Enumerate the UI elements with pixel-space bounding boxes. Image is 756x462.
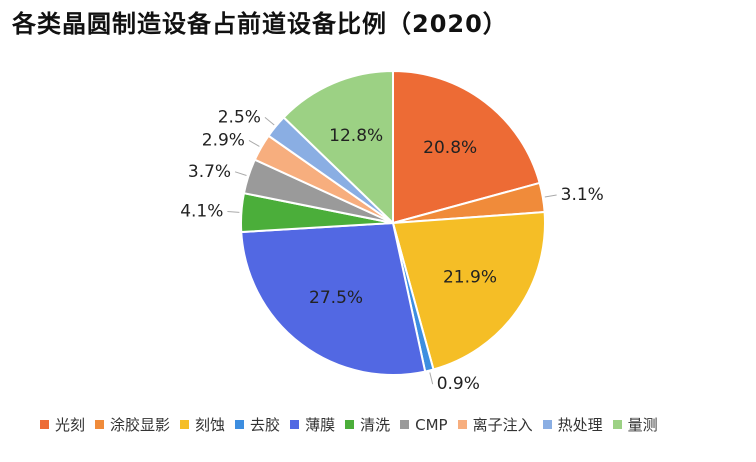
pie-slice-4 (240, 221, 427, 376)
legend-item-3: 去胶 (235, 414, 280, 435)
chart-title: 各类晶圆制造设备占前道设备比例（2020） (12, 10, 508, 38)
legend-swatch-8 (542, 420, 552, 429)
pie-chart: 20.8% 3.1% 21.9% 0.9% 27.5% 4.1% 3.7% 2.9% 2.5% 1… (180, 69, 604, 394)
legend-label-0: 光刻 (55, 416, 86, 434)
legend-swatch-6 (400, 420, 410, 429)
legend: 光刻 涂胶显影 刻蚀 去胶 薄膜 清洗 CMP 离子注入 热处理 量测 (40, 414, 740, 435)
legend-swatch-7 (457, 420, 467, 429)
legend-label-8: 热处理 (557, 416, 603, 434)
legend-swatch-9 (612, 420, 622, 429)
slice-label-2: 21.9% (443, 267, 497, 287)
leader-line-3 (429, 372, 434, 385)
legend-swatch-5 (345, 420, 355, 429)
slice-label-6: 3.7% (188, 162, 231, 182)
legend-label-2: 刻蚀 (195, 416, 226, 434)
legend-label-9: 量测 (627, 416, 658, 434)
legend-swatch-1 (95, 420, 105, 429)
legend-label-3: 去胶 (250, 416, 281, 434)
slice-label-1: 3.1% (561, 185, 604, 205)
pie-slice-9 (282, 69, 394, 226)
leader-line-5 (227, 211, 240, 213)
legend-item-8: 热处理 (542, 414, 603, 435)
slice-label-9: 12.8% (329, 126, 383, 146)
legend-item-1: 涂胶显影 (95, 414, 170, 435)
slice-label-0: 20.8% (423, 138, 477, 158)
legend-item-6: CMP (400, 415, 448, 434)
legend-label-6: CMP (415, 415, 448, 434)
legend-item-7: 离子注入 (457, 414, 533, 435)
leader-line-6 (234, 171, 247, 176)
slice-label-7: 2.9% (202, 130, 245, 150)
pie-slice-0 (392, 69, 541, 225)
legend-item-2: 刻蚀 (180, 414, 225, 435)
legend-label-5: 清洗 (360, 416, 391, 434)
legend-swatch-0 (40, 420, 49, 429)
legend-item-4: 薄膜 (290, 414, 335, 435)
legend-label-1: 涂胶显影 (110, 416, 171, 434)
legend-item-9: 量测 (612, 414, 658, 435)
slice-label-4: 27.5% (309, 288, 363, 308)
leader-line-7 (248, 140, 260, 147)
legend-swatch-2 (180, 420, 190, 429)
slice-label-8: 2.5% (218, 107, 261, 127)
leader-line-1 (544, 194, 557, 198)
legend-label-4: 薄膜 (305, 416, 336, 434)
legend-item-0: 光刻 (40, 414, 85, 435)
legend-swatch-3 (235, 420, 245, 429)
slice-label-3: 0.9% (437, 374, 480, 394)
leader-line-8 (264, 116, 275, 126)
pie-slice-2 (391, 210, 546, 371)
slice-label-5: 4.1% (180, 202, 223, 222)
legend-item-5: 清洗 (345, 414, 390, 435)
legend-label-7: 离子注入 (472, 416, 533, 434)
legend-swatch-4 (290, 420, 300, 429)
